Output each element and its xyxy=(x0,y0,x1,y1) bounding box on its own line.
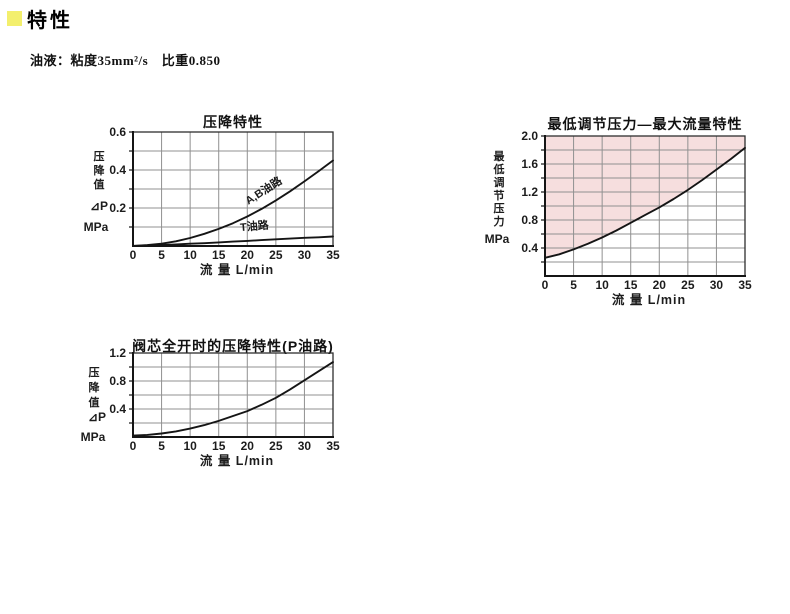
curve-label: A,B油路 xyxy=(242,173,285,208)
x-tick-label: 25 xyxy=(681,278,695,292)
y-tick-label: 0.8 xyxy=(109,374,126,388)
x-tick-label: 20 xyxy=(653,278,667,292)
y-axis-label-char: 值 xyxy=(89,395,100,409)
y-tick-label: 1.2 xyxy=(521,185,538,199)
y-axis-unit-label: ⊿P xyxy=(88,410,106,424)
x-tick-label: 25 xyxy=(269,248,283,262)
x-tick-label: 25 xyxy=(269,439,283,453)
x-tick-label: 35 xyxy=(326,248,340,262)
x-tick-label: 0 xyxy=(542,278,549,292)
x-tick-label: 20 xyxy=(241,439,255,453)
x-tick-label: 35 xyxy=(326,439,340,453)
y-tick-label: 0.8 xyxy=(521,213,538,227)
chart-pressure-drop: 压降特性 A,B油路 T油路 0 5 10 15 20 25 30 35 0.2 0.4 0.6 流 量 … xyxy=(80,96,360,291)
y-axis-label-char: 节 xyxy=(494,188,505,202)
y-axis-label-char: 压 xyxy=(94,149,105,163)
x-tick-label: 10 xyxy=(595,278,609,292)
y-tick-label: 0.6 xyxy=(109,125,126,139)
y-axis-label-char: 压 xyxy=(89,365,100,379)
y-axis-unit-label: MPa xyxy=(81,430,106,444)
y-axis-label-char: 力 xyxy=(494,214,505,228)
y-tick-label: 1.2 xyxy=(109,346,126,360)
y-axis-label-char: 降 xyxy=(89,380,101,394)
x-tick-label: 10 xyxy=(183,439,197,453)
y-tick-label: 0.2 xyxy=(109,201,126,215)
chart-min-adjust-pressure-max-flow: 最低调节压力—最大流量特性 0 5 10 15 20 25 30 35 0.4 0.8 1.2 1.6… xyxy=(470,96,780,316)
chart-full-open-pressure-drop: 阀芯全开时的压降特性(P油路) 0 5 10 15 20 25 30 35 0.4 0.8 1.2 流… xyxy=(80,318,360,478)
page-title: 特性 xyxy=(27,10,73,32)
x-tick-label: 10 xyxy=(183,248,197,262)
y-axis-label-char: 降 xyxy=(94,163,106,177)
x-tick-label: 30 xyxy=(710,278,724,292)
chart-canvas: A,B油路 T油路 0 5 10 15 20 25 30 35 0.2 0.4 0.6 流 量 L/min… xyxy=(84,125,340,277)
chart-title: 压降特性 xyxy=(203,113,263,130)
oil-spec-note: 油液：粘度35mm²/s 比重0.850 xyxy=(30,53,221,68)
y-axis-label-char: 调 xyxy=(494,175,505,189)
x-tick-label: 5 xyxy=(570,278,577,292)
section-header: 特性 xyxy=(7,4,73,33)
curve-label: T油路 xyxy=(239,218,270,235)
y-tick-label: 0.4 xyxy=(109,402,126,416)
y-axis-label-char: 低 xyxy=(493,162,505,176)
x-tick-label: 30 xyxy=(298,439,312,453)
y-tick-label: 0.4 xyxy=(109,163,126,177)
y-axis-label-char: 值 xyxy=(94,177,105,191)
x-tick-label: 15 xyxy=(212,439,226,453)
x-tick-label: 0 xyxy=(130,439,137,453)
chart-title: 最低调节压力—最大流量特性 xyxy=(547,115,743,132)
x-axis-label: 流 量 L/min xyxy=(612,292,686,307)
y-tick-label: 2.0 xyxy=(521,129,538,143)
y-axis-unit-label: MPa xyxy=(84,220,109,234)
x-tick-label: 5 xyxy=(158,439,165,453)
x-tick-label: 35 xyxy=(738,278,752,292)
chart-canvas: 0 5 10 15 20 25 30 35 0.4 0.8 1.2 1.6 2.0 流 量 L/min 最低… xyxy=(485,129,752,307)
x-tick-label: 30 xyxy=(298,248,312,262)
x-tick-label: 15 xyxy=(624,278,638,292)
y-axis-label-char: 压 xyxy=(494,201,505,215)
y-tick-label: 1.6 xyxy=(521,157,538,171)
y-axis-unit-label: ⊿P xyxy=(90,199,108,213)
chart-title: 阀芯全开时的压降特性(P油路) xyxy=(132,337,334,354)
x-tick-label: 20 xyxy=(241,248,255,262)
y-tick-label: 0.4 xyxy=(521,241,538,255)
chart-canvas: 0 5 10 15 20 25 30 35 0.4 0.8 1.2 流 量 L/min 压降值⊿P MPa xyxy=(81,346,340,468)
x-tick-label: 15 xyxy=(212,248,226,262)
x-axis-label: 流 量 L/min xyxy=(200,262,274,277)
y-axis-unit-label: MPa xyxy=(485,232,510,246)
x-tick-label: 0 xyxy=(130,248,137,262)
y-axis-label-char: 最 xyxy=(494,150,506,163)
x-axis-label: 流 量 L/min xyxy=(200,453,274,468)
section-bullet-icon xyxy=(7,11,22,26)
x-tick-label: 5 xyxy=(158,248,165,262)
